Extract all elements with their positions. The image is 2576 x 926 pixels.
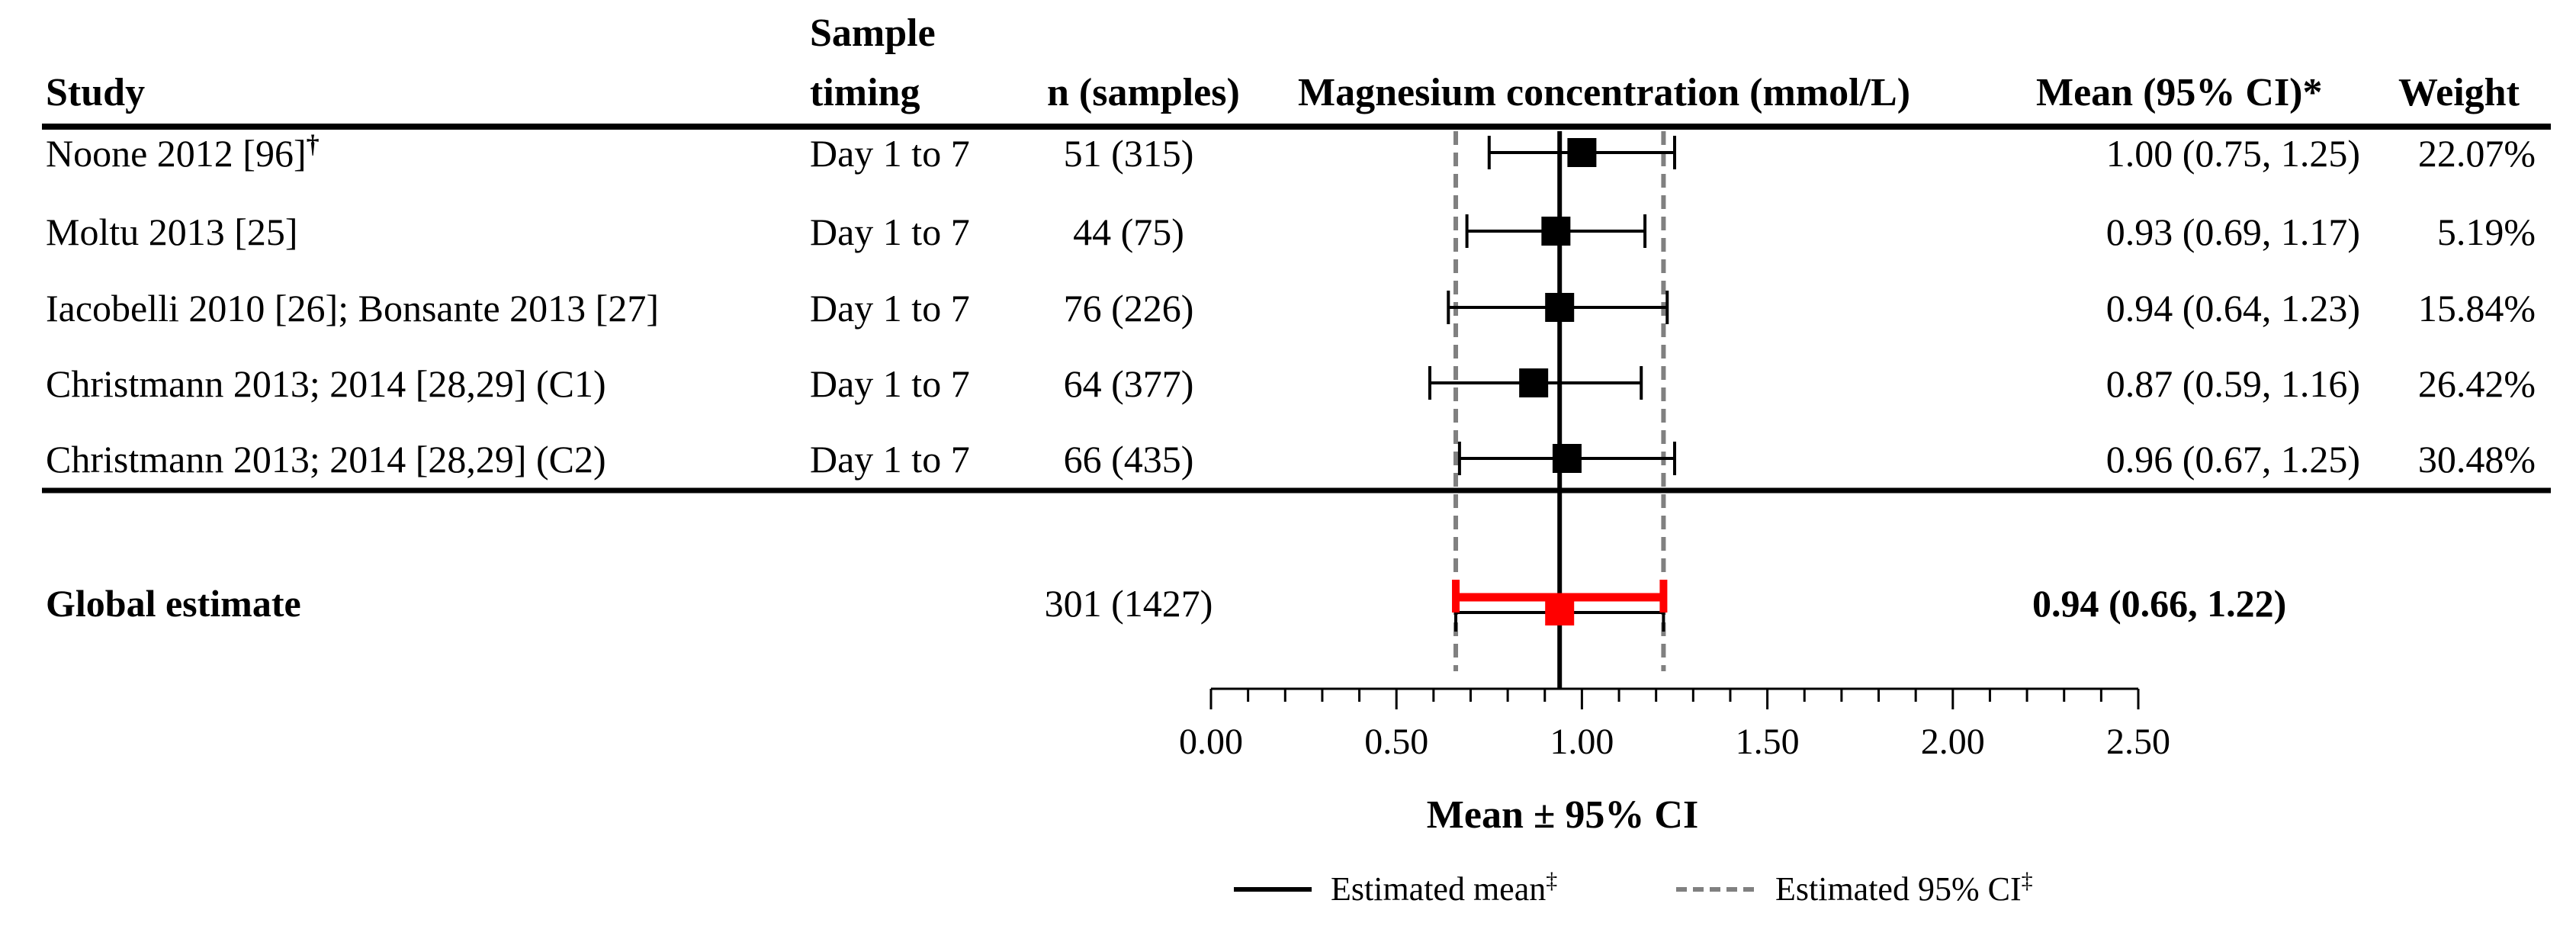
header-timing-line2: timing [810,71,920,114]
study-timing: Day 1 to 7 [810,132,970,175]
header-study: Study [46,71,145,114]
study-ci-text: 0.93 (0.69, 1.17) [2106,211,2360,253]
header-timing-line1: Sample [810,11,936,55]
study-timing: Day 1 to 7 [810,362,970,405]
study-rows: Noone 2012 [96]† Day 1 to 7 51 (315) 1.00 (… [46,130,2536,481]
study-name: Christmann 2013; 2014 [28,29] (C2) [46,438,606,481]
study-name: Moltu 2013 [25] [46,211,298,253]
study-name: Christmann 2013; 2014 [28,29] (C1) [46,362,606,405]
x-tick-label: 2.50 [2106,722,2170,762]
study-n: 66 (435) [1064,438,1194,481]
study-name-text: Noone 2012 [96] [46,132,307,175]
legend-ci-text: Estimated 95% CI [1775,870,2022,908]
table-row: Christmann 2013; 2014 [28,29] (C1) Day 1 … [46,362,2536,405]
study-timing: Day 1 to 7 [810,438,970,481]
legend-mean-label: Estimated mean‡ [1331,868,1557,908]
study-marker [1519,368,1549,397]
study-marker [1545,293,1575,322]
study-name-text: Christmann 2013; 2014 [28,29] (C2) [46,438,606,481]
study-name-text: Christmann 2013; 2014 [28,29] (C1) [46,362,606,405]
study-name-text: Iacobelli 2010 [26]; Bonsante 2013 [27] [46,287,659,330]
study-ci-text: 1.00 (0.75, 1.25) [2106,132,2360,175]
study-weight: 30.48% [2418,438,2536,481]
legend-ci-label: Estimated 95% CI‡ [1775,868,2033,908]
study-weight: 15.84% [2418,287,2536,330]
study-timing: Day 1 to 7 [810,287,970,330]
study-weight: 22.07% [2418,132,2536,175]
study-weight: 5.19% [2437,211,2536,253]
study-marker [1567,138,1597,167]
table-row: Christmann 2013; 2014 [28,29] (C2) Day 1 … [46,438,2536,481]
legend-mean-mark: ‡ [1546,868,1557,893]
table-row: Iacobelli 2010 [26]; Bonsante 2013 [27] D… [46,287,2536,330]
header-weight: Weight [2398,71,2520,114]
study-name: Noone 2012 [96]† [46,130,320,175]
global-row: Global estimate 301 (1427) 0.94 (0.66, 1… [46,580,2286,632]
table-header: Study Sample timing n (samples) Magnesiu… [46,11,2520,114]
study-name: Iacobelli 2010 [26]; Bonsante 2013 [27] [46,287,659,330]
global-label: Global estimate [46,582,301,625]
study-ci-text: 0.96 (0.67, 1.25) [2106,438,2360,481]
x-tick-label: 0.50 [1364,722,1428,762]
x-tick-label: 0.00 [1179,722,1243,762]
x-axis: 0.00 0.50 1.00 1.50 2.00 2.50 [1179,687,2170,762]
study-footnote-mark: † [307,130,320,159]
legend-ci-mark: ‡ [2022,868,2033,893]
global-marker [1545,598,1575,625]
x-tick-label: 1.50 [1736,722,1800,762]
study-name-text: Moltu 2013 [25] [46,211,298,253]
study-ci-text: 0.94 (0.64, 1.23) [2106,287,2360,330]
table-row: Moltu 2013 [25] Day 1 to 7 44 (75) 0.93 (0.… [46,211,2536,253]
header-mean-ci: Mean (95% CI)* [2036,71,2323,114]
study-marker [1541,217,1571,246]
study-n: 51 (315) [1064,132,1194,175]
study-n: 64 (377) [1064,362,1194,405]
study-n: 44 (75) [1073,211,1184,253]
x-tick-label: 2.00 [1921,722,1985,762]
x-tick-label: 1.00 [1550,722,1614,762]
study-timing: Day 1 to 7 [810,211,970,253]
header-plot: Magnesium concentration (mmol/L) [1298,71,1910,114]
table-row: Noone 2012 [96]† Day 1 to 7 51 (315) 1.00 (… [46,130,2536,175]
study-marker [1552,444,1582,473]
legend: Estimated mean‡ Estimated 95% CI‡ [1234,868,2033,908]
header-n: n (samples) [1047,71,1240,114]
x-axis-label: Mean ± 95% CI [1427,793,1698,837]
study-n: 76 (226) [1064,287,1194,330]
legend-mean-text: Estimated mean [1331,870,1546,908]
global-n: 301 (1427) [1045,582,1213,625]
global-ci-text: 0.94 (0.66, 1.22) [2032,582,2286,625]
study-weight: 26.42% [2418,362,2536,405]
study-ci-text: 0.87 (0.59, 1.16) [2106,362,2360,405]
